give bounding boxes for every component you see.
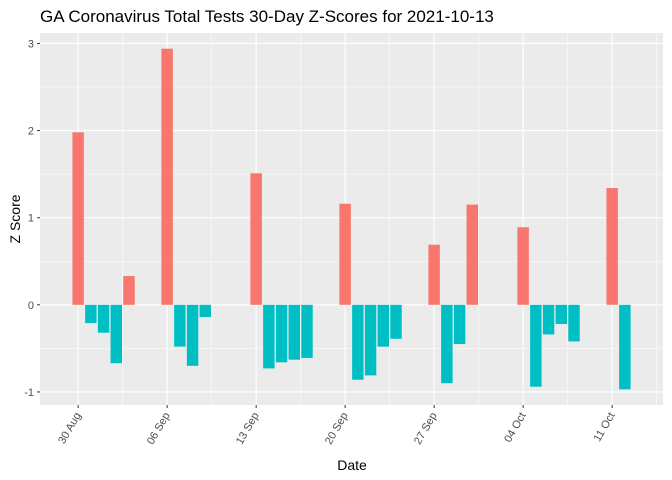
bar: [110, 304, 123, 364]
bar: [517, 227, 529, 305]
bar: [275, 304, 288, 363]
bar: [568, 304, 580, 342]
bar: [174, 304, 186, 347]
bar: [97, 304, 110, 333]
bar: [123, 276, 135, 305]
x-tick-label: 13 Sep: [234, 411, 262, 447]
bar: [352, 304, 364, 380]
x-axis-title: Date: [337, 457, 367, 473]
bar: [161, 48, 173, 305]
y-tick-label: 2: [28, 126, 34, 138]
bar: [288, 304, 301, 360]
x-tick-label: 27 Sep: [412, 411, 440, 447]
bars: [72, 48, 631, 390]
bar: [542, 304, 555, 335]
x-tick-label: 30 Aug: [56, 411, 84, 447]
bar: [390, 304, 402, 339]
x-tick-label: 04 Oct: [502, 411, 529, 445]
bar: [364, 304, 377, 376]
bar: [453, 304, 466, 345]
bar: [555, 304, 568, 324]
bar: [428, 244, 440, 305]
x-axis: 30 Aug 06 Sep 13 Sep 20 Sep 27 Sep 04 Oct 11 O…: [56, 405, 618, 447]
y-axis-title: Z Score: [7, 194, 23, 243]
bar: [186, 304, 199, 366]
y-tick-label: -1: [24, 387, 34, 399]
x-tick-label: 20 Sep: [323, 411, 351, 447]
bar: [466, 204, 479, 305]
bar: [85, 304, 97, 324]
bar: [339, 203, 351, 305]
plot-panel: [40, 33, 663, 405]
grid-minor: [40, 33, 663, 405]
bar: [199, 304, 212, 318]
bar: [377, 304, 390, 347]
x-tick-label: 06 Sep: [145, 411, 173, 447]
bar: [530, 304, 542, 387]
bar: [250, 173, 262, 305]
bar: [441, 304, 453, 384]
y-tick-label: 0: [28, 300, 34, 312]
y-axis: -1 0 1 2 3: [24, 38, 40, 399]
y-tick-label: 1: [28, 213, 34, 225]
bar: [301, 304, 313, 358]
bar: [606, 188, 618, 305]
bar: [72, 132, 84, 305]
bar: [619, 304, 631, 390]
chart-title: GA Coronavirus Total Tests 30-Day Z-Scor…: [40, 7, 494, 26]
y-tick-label: 3: [28, 38, 34, 50]
x-tick-label: 11 Oct: [592, 411, 618, 444]
bar: [263, 304, 275, 369]
